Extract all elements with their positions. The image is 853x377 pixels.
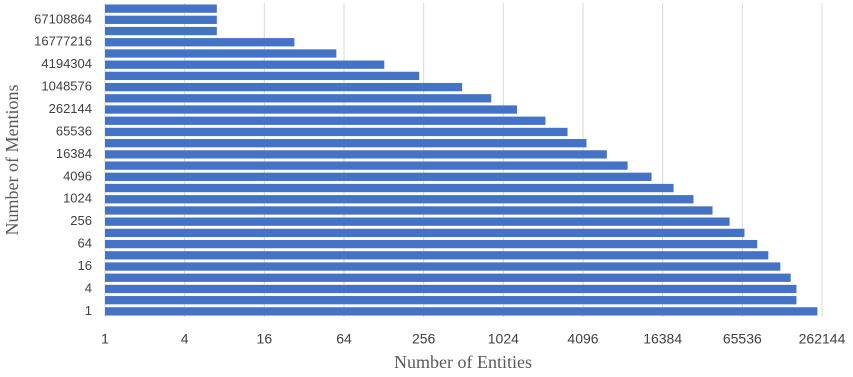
- bar: [105, 105, 518, 114]
- bar: [105, 139, 587, 148]
- y-tick-label: 64: [78, 236, 92, 251]
- bar: [105, 262, 781, 271]
- bar: [105, 49, 337, 58]
- y-tick-label: 1: [85, 303, 92, 318]
- y-tick-label: 4096: [63, 168, 92, 183]
- x-tick-label: 4096: [567, 331, 598, 347]
- x-tick-label: 262144: [799, 331, 846, 347]
- x-tick-label: 16384: [643, 331, 682, 347]
- y-tick-label: 262144: [49, 101, 92, 116]
- y-axis-title: Number of Mentions: [2, 85, 22, 236]
- x-tick-label: 16: [257, 331, 273, 347]
- y-tick-label: 4194304: [41, 56, 92, 71]
- x-tick-label: 256: [412, 331, 436, 347]
- y-tick-label: 16: [78, 258, 92, 273]
- bar: [105, 15, 217, 24]
- x-tick-label: 64: [336, 331, 352, 347]
- bar: [105, 172, 652, 181]
- x-tick-label: 65536: [723, 331, 762, 347]
- bar: [105, 26, 217, 36]
- y-tick-label: 67108864: [34, 11, 92, 26]
- bar: [105, 150, 607, 159]
- bar: [105, 228, 745, 238]
- bar: [105, 296, 797, 305]
- x-tick-label: 1024: [488, 331, 519, 347]
- y-tick-label: 256: [70, 213, 92, 228]
- y-tick-label: 4: [85, 280, 92, 295]
- bar: [105, 195, 694, 204]
- x-axis-title: Number of Entities: [394, 352, 532, 372]
- y-tick-label: 1024: [63, 191, 92, 206]
- bar: [105, 183, 674, 193]
- bar: [105, 82, 463, 92]
- x-tick-label: 1: [101, 331, 109, 347]
- bar: [105, 60, 385, 69]
- y-tick-label: 1048576: [41, 79, 92, 94]
- bar: [105, 206, 713, 215]
- y-tick-label: 65536: [56, 123, 92, 138]
- bar: [105, 71, 420, 81]
- bar: [105, 4, 217, 13]
- bar: [105, 217, 730, 226]
- bar: [105, 161, 628, 170]
- y-tick-label: 16777216: [34, 34, 92, 49]
- bar: [105, 307, 818, 316]
- bar: [105, 94, 492, 103]
- bar: [105, 116, 546, 125]
- bar: [105, 273, 791, 282]
- x-tick-label: 4: [181, 331, 189, 347]
- bar: [105, 239, 758, 249]
- bar: [105, 127, 568, 137]
- bar: [105, 38, 295, 47]
- bar: [105, 251, 769, 260]
- y-tick-label: 16384: [56, 146, 92, 161]
- bar: [105, 284, 797, 294]
